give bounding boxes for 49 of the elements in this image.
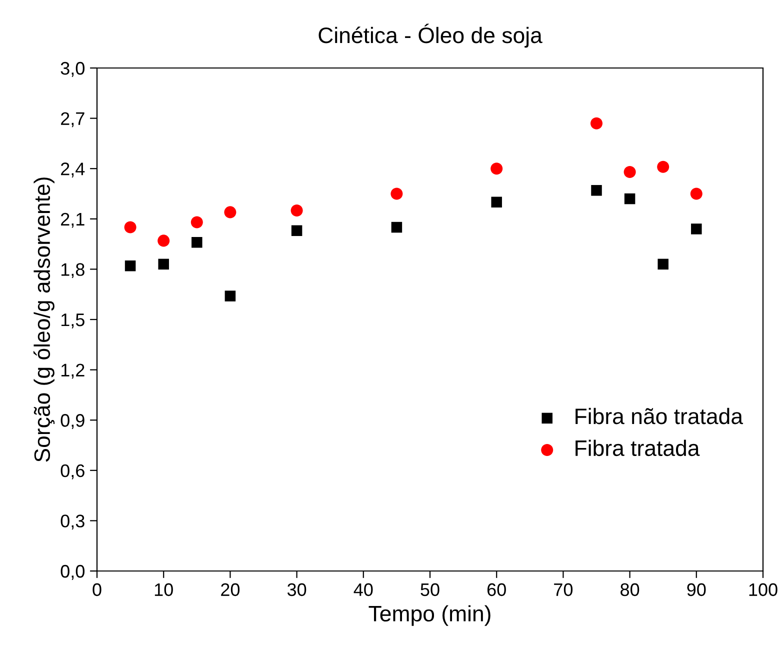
point [192, 236, 202, 248]
x-tick-label: 60 [487, 583, 506, 596]
point [158, 234, 170, 247]
point [290, 204, 303, 217]
y-tick-label: 2,7 [61, 112, 84, 128]
point [190, 216, 203, 228]
x-axis-title: Tempo (min) [368, 605, 490, 626]
y-tick-label: 0,6 [60, 464, 84, 480]
x-tick-label: 10 [154, 583, 173, 596]
x-tick-label: 50 [420, 583, 440, 596]
point [658, 258, 668, 270]
x-tick-label: 30 [287, 583, 306, 596]
x-tick-label: 80 [620, 583, 640, 596]
point [490, 162, 503, 175]
y-tick-label: 2,4 [61, 162, 85, 178]
y-tick-label: 1,5 [61, 314, 84, 328]
y-tick-label: 0,9 [60, 414, 84, 429]
point [691, 224, 702, 234]
y-axis-title: Sorção (g óleo/g adsorvente) [33, 178, 55, 462]
point [291, 225, 302, 236]
y-tick-label: 2,1 [61, 212, 84, 228]
point [624, 193, 636, 204]
point [590, 117, 603, 130]
y-tick-label: 0,0 [60, 564, 84, 580]
point [224, 290, 236, 302]
y-tick-label: 3,0 [60, 62, 84, 77]
legend-label: Fibra não tratada [576, 408, 744, 424]
x-tick-label: 100 [749, 583, 778, 596]
point [391, 222, 402, 233]
point [491, 196, 502, 208]
x-tick-label: 70 [554, 583, 573, 596]
point [390, 188, 403, 200]
x-tick-label: 20 [221, 583, 240, 596]
point [624, 166, 636, 178]
point [690, 188, 702, 200]
chart-title: Cinética - Óleo de soja [318, 24, 542, 48]
point [657, 160, 670, 173]
point [158, 258, 169, 270]
point [124, 260, 136, 272]
legend-label: Fibra tratada [576, 440, 700, 456]
point [224, 206, 236, 218]
point [124, 221, 136, 234]
x-tick-label: 90 [687, 583, 706, 596]
y-tick-label: 1,8 [61, 263, 84, 278]
x-tick-label: 40 [354, 583, 373, 596]
x-tick-label: 0 [92, 583, 102, 596]
point [591, 185, 602, 196]
y-tick-label: 1,2 [61, 364, 84, 379]
y-tick-label: 0,3 [60, 514, 84, 530]
